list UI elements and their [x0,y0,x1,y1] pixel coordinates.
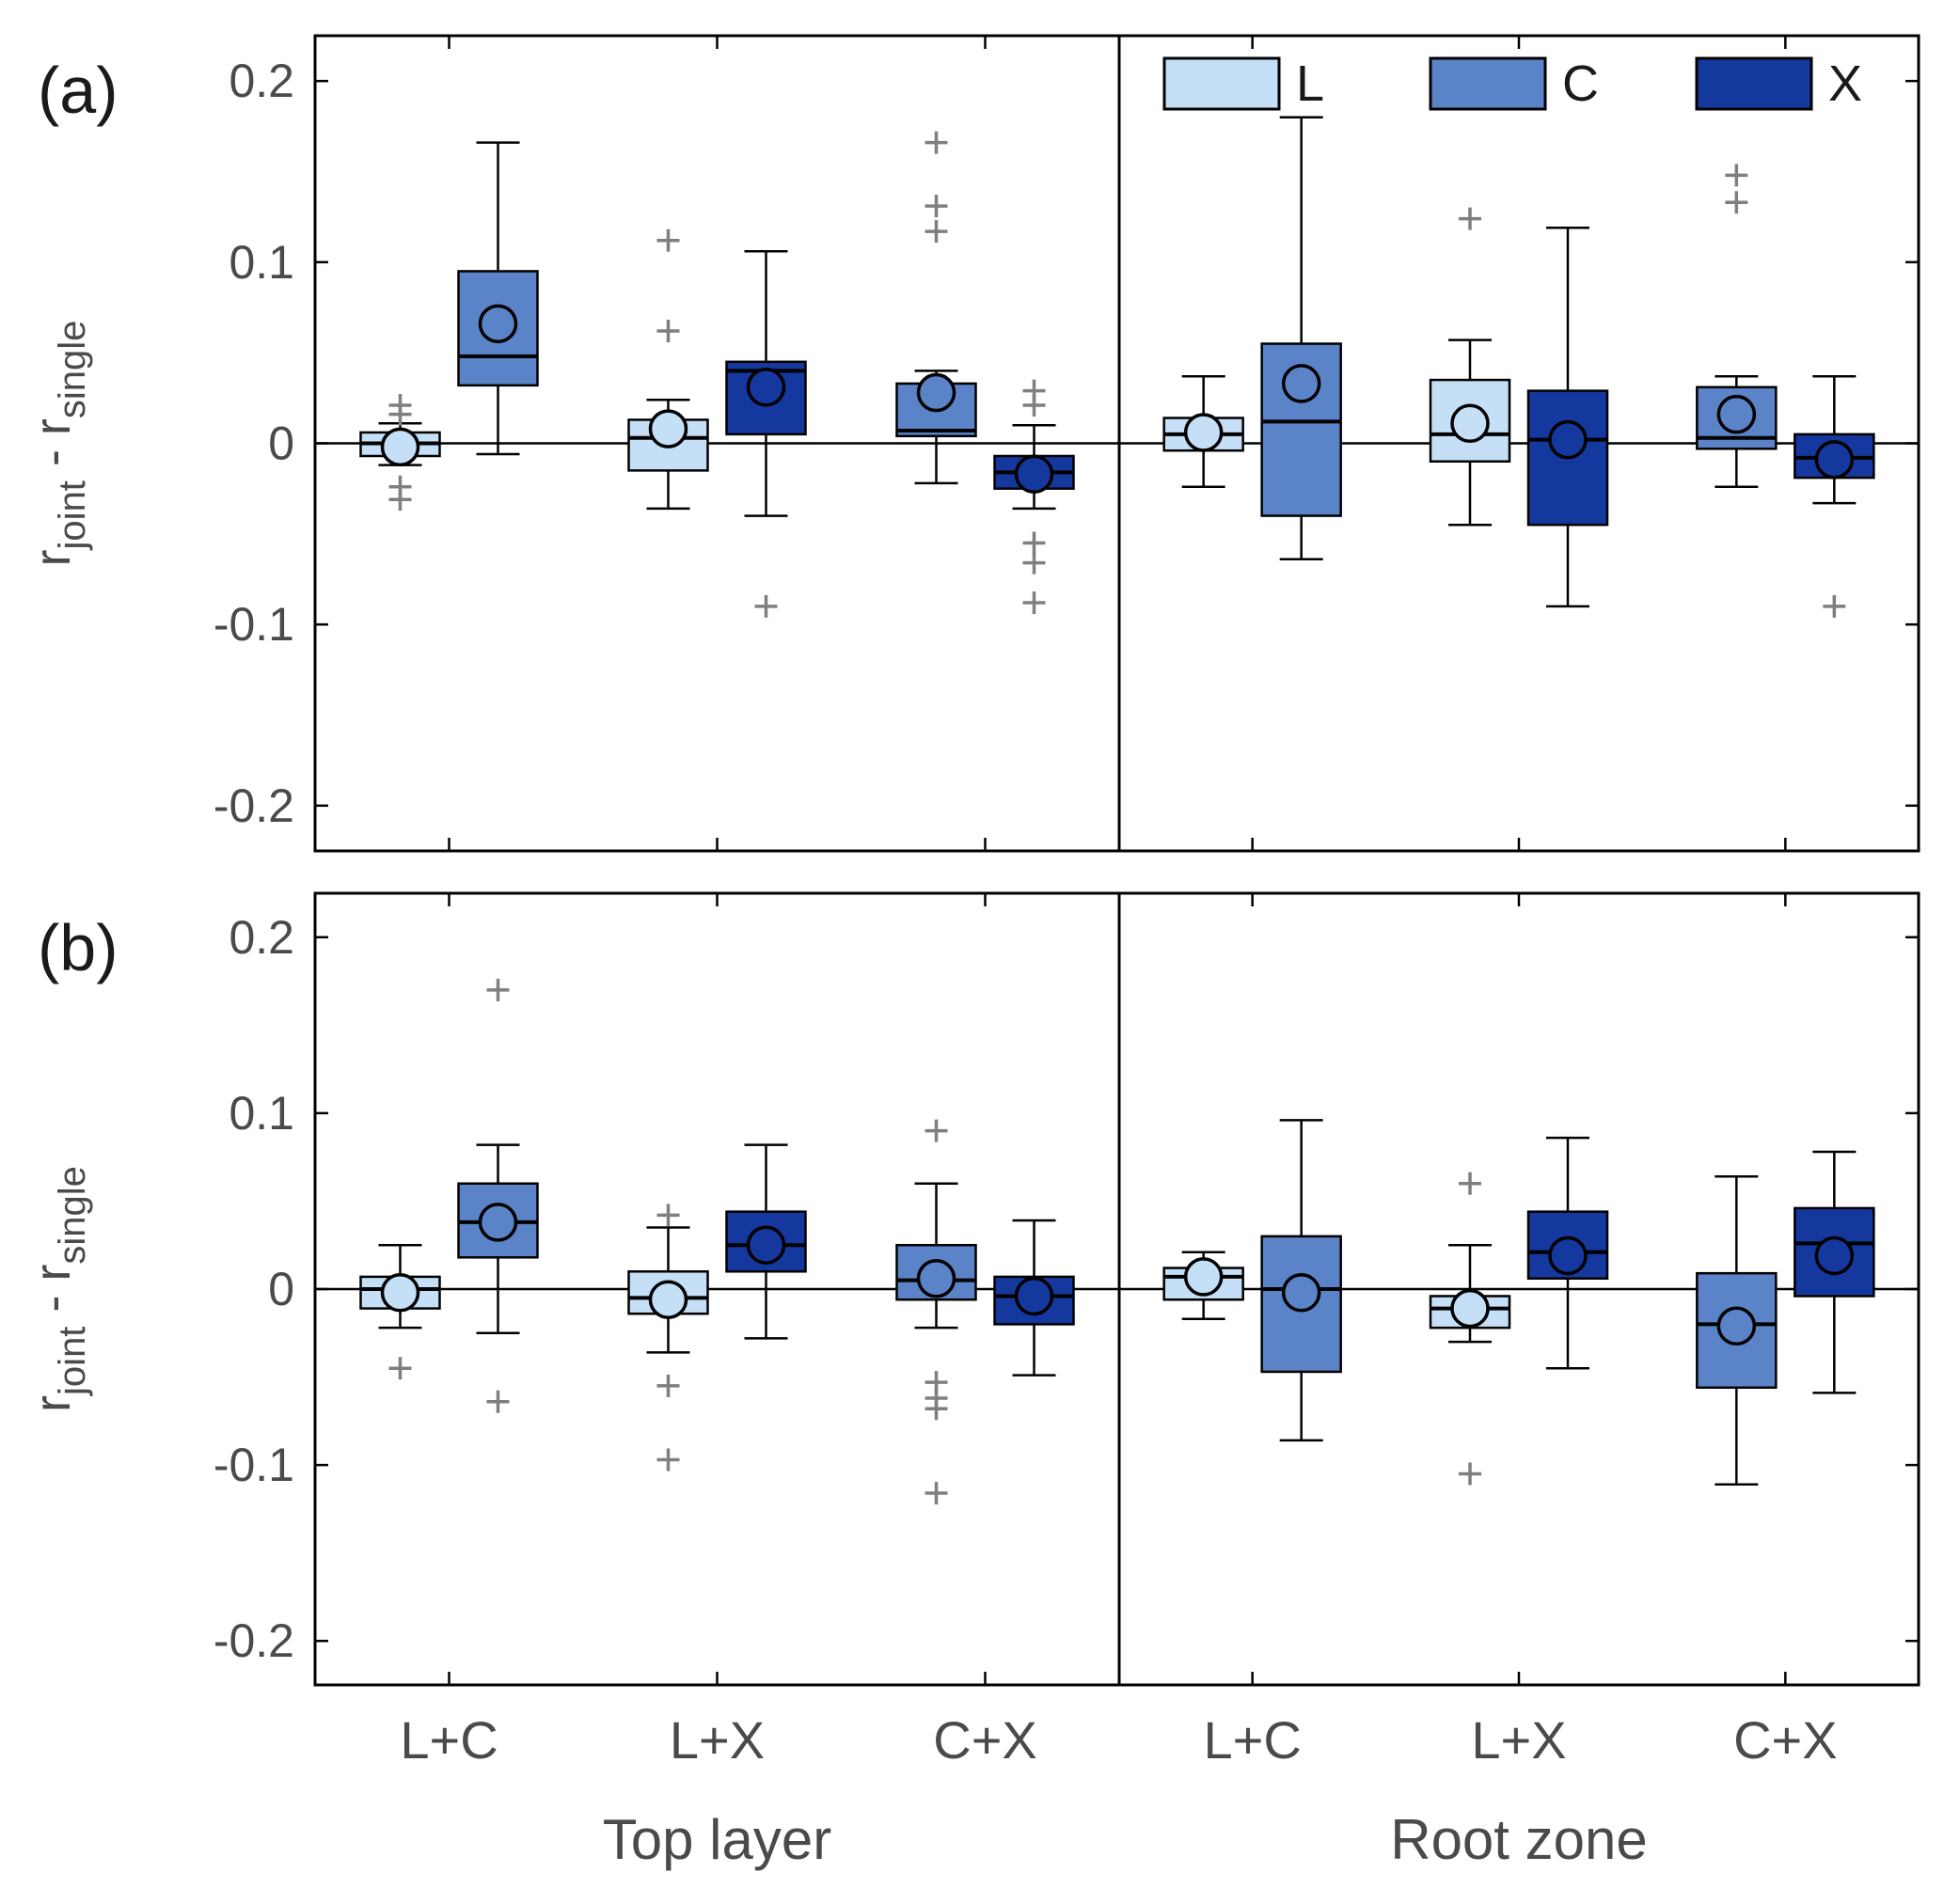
y-tick-label: 0.2 [229,55,294,107]
box-L [1429,378,1511,464]
mean-marker [1183,413,1224,452]
mean-marker [1716,1306,1757,1346]
y-tick-label: 0.1 [229,1087,294,1140]
y-tick-label: 0 [268,417,294,470]
y-tick-label: -0.1 [213,598,294,651]
mean-marker [648,1280,688,1319]
mean-marker [1281,1272,1321,1313]
legend-swatch-L [1162,56,1281,111]
y-tick-label: -0.2 [213,779,294,832]
x-axis-label: Top layer [603,1808,831,1871]
legend-label-C: C [1562,55,1599,112]
mean-marker [1281,364,1321,403]
y-tick-label: -0.2 [213,1614,294,1667]
x-tick-label: L+X [1471,1710,1566,1770]
mean-marker [746,1225,786,1265]
mean-marker [1548,419,1588,460]
y-axis-label: rjoint - rsingle [24,1166,93,1412]
panel-letter: (a) [38,54,119,127]
legend-swatch-X [1695,56,1813,111]
mean-marker [916,1259,956,1298]
y-axis-label: rjoint - rsingle [24,321,93,567]
x-axis-label: Root zone [1390,1808,1648,1871]
x-tick-label: L+C [1204,1710,1302,1770]
x-tick-label: C+X [1733,1710,1838,1770]
x-tick-label: L+C [400,1710,498,1770]
mean-marker [478,304,518,344]
legend-label-X: X [1828,55,1862,112]
mean-marker [1548,1235,1588,1276]
mean-marker [380,427,420,467]
panel-letter: (b) [38,911,119,984]
mean-marker [648,409,688,448]
mean-marker [1183,1257,1224,1297]
y-tick-label: -0.1 [213,1439,294,1491]
x-tick-label: L+X [670,1710,765,1770]
y-tick-label: 0.2 [229,911,294,964]
mean-marker [380,1272,420,1313]
mean-marker [1014,1276,1054,1316]
legend-swatch-C [1429,56,1547,111]
mean-marker [916,372,956,413]
mean-marker [1450,1288,1490,1329]
mean-marker [1450,403,1490,444]
panel-border [313,34,1920,853]
legend-label-L: L [1296,55,1324,112]
y-tick-label: 0.1 [229,236,294,289]
mean-marker [1014,454,1054,495]
mean-marker [1814,1235,1855,1276]
mean-marker [1814,440,1855,480]
x-tick-label: C+X [933,1710,1037,1770]
panel-border [313,891,1920,1687]
y-tick-label: 0 [268,1263,294,1315]
mean-marker [478,1203,518,1242]
mean-marker [1716,394,1757,434]
mean-marker [746,368,786,407]
